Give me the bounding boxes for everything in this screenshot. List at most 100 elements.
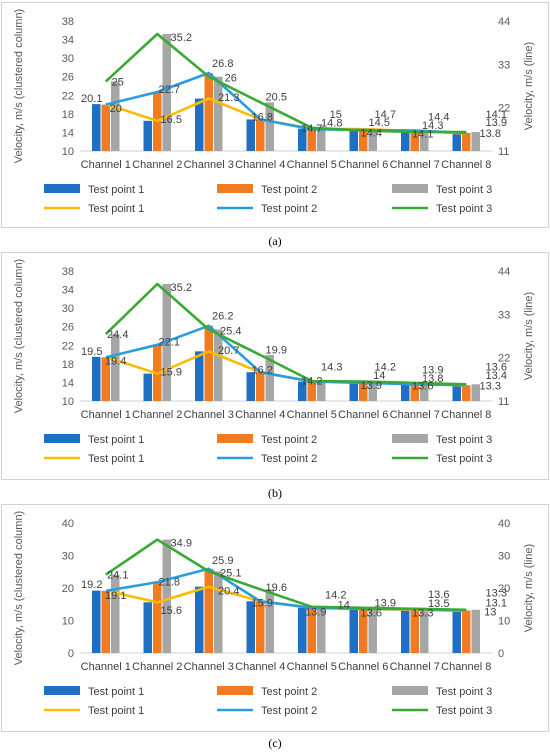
x-tick-label: Channel 5 bbox=[287, 159, 337, 171]
data-label: 34.9 bbox=[171, 538, 192, 550]
x-tick-label: Channel 7 bbox=[390, 159, 440, 171]
legend-bar-swatch-2 bbox=[217, 686, 253, 695]
y-tick-right: 11 bbox=[498, 396, 509, 408]
data-label: 14.7 bbox=[375, 109, 396, 121]
bar-series-1 bbox=[195, 98, 204, 151]
y-tick-right: 20 bbox=[498, 583, 510, 595]
x-tick-label: Channel 4 bbox=[235, 661, 285, 673]
y-tick-left: 38 bbox=[62, 266, 74, 278]
x-tick-label: Channel 6 bbox=[338, 661, 388, 673]
y-tick-left: 34 bbox=[62, 35, 74, 47]
x-tick-label: Channel 1 bbox=[81, 661, 131, 673]
bar-series-3 bbox=[368, 381, 377, 401]
y-axis-label-right: Velocity, m/s (line) bbox=[523, 292, 535, 380]
data-label: 16.2 bbox=[252, 364, 273, 376]
bar-series-2 bbox=[359, 382, 368, 401]
bar-series-1 bbox=[143, 373, 152, 401]
y-tick-left: 18 bbox=[62, 109, 74, 121]
bar-series-1 bbox=[349, 129, 358, 151]
data-label: 15.9 bbox=[252, 598, 273, 610]
bar-series-2 bbox=[256, 601, 265, 653]
bar-series-2 bbox=[462, 132, 471, 151]
bar-series-3 bbox=[471, 384, 480, 401]
bar-series-2 bbox=[410, 609, 419, 653]
bar-series-3 bbox=[471, 131, 480, 151]
data-label: 25.9 bbox=[212, 555, 233, 567]
data-label: 19.6 bbox=[266, 582, 287, 594]
legend-line-label-1: Test point 1 bbox=[88, 453, 144, 465]
legend-bar-label-1: Test point 1 bbox=[88, 184, 144, 196]
data-label: 14.5 bbox=[369, 117, 390, 129]
y-tick-right: 0 bbox=[498, 648, 504, 660]
y-tick-left: 14 bbox=[62, 127, 74, 139]
y-tick-right: 10 bbox=[498, 616, 510, 628]
y-axis-label-left: Velocity, m/s (clustered column) bbox=[13, 511, 25, 665]
bar-series-1 bbox=[298, 607, 307, 653]
data-label: 24.1 bbox=[107, 570, 128, 582]
line-series-3 bbox=[105, 538, 467, 612]
legend-line-label-3: Test point 3 bbox=[436, 705, 492, 717]
bar-series-3 bbox=[420, 131, 429, 151]
y-tick-left: 14 bbox=[62, 377, 74, 389]
y-tick-right: 40 bbox=[498, 518, 510, 530]
data-label: 15 bbox=[330, 109, 342, 121]
chart-panel-c: 0 10 20 30 40 0 10 20 30 40 Velocity, m/s (cluster… bbox=[1, 504, 549, 732]
data-label: 21.3 bbox=[218, 92, 239, 104]
bar-series-1 bbox=[401, 131, 410, 151]
data-label: 13.9 bbox=[422, 364, 443, 376]
data-label: 14 bbox=[338, 599, 350, 611]
bar-series-2 bbox=[307, 129, 316, 151]
y-tick-left: 30 bbox=[62, 551, 74, 563]
y-tick-left: 10 bbox=[62, 146, 74, 158]
data-label: 19.5 bbox=[81, 346, 102, 358]
bar-series-3 bbox=[317, 127, 326, 151]
bar-series-3 bbox=[265, 355, 274, 401]
bar-series-3 bbox=[111, 81, 120, 151]
bar-series-2 bbox=[462, 610, 471, 653]
legend-bar-label-1: Test point 1 bbox=[88, 434, 144, 446]
x-tick-label: Channel 1 bbox=[81, 409, 131, 421]
x-tick-label: Channel 3 bbox=[184, 409, 234, 421]
y-tick-left: 10 bbox=[62, 616, 74, 628]
data-label: 13.8 bbox=[480, 128, 501, 140]
x-tick-label: Channel 2 bbox=[132, 159, 182, 171]
bar-series-1 bbox=[349, 608, 358, 653]
line-series-3 bbox=[104, 282, 467, 386]
y-tick-left: 22 bbox=[62, 340, 74, 352]
data-label: 13.9 bbox=[361, 380, 382, 392]
y-tick-right: 44 bbox=[498, 266, 510, 278]
bar-series-3 bbox=[111, 334, 120, 401]
bar-series-1 bbox=[143, 120, 152, 151]
bar-series-1 bbox=[92, 104, 101, 151]
bar-series-1 bbox=[246, 119, 255, 151]
bar-series-1 bbox=[246, 372, 255, 401]
legend-bar-swatch-2 bbox=[217, 434, 253, 443]
bar-series-2 bbox=[204, 568, 213, 653]
data-label: 14.3 bbox=[422, 120, 443, 132]
data-label: 15.6 bbox=[161, 605, 182, 617]
data-label: 26.8 bbox=[212, 58, 233, 70]
data-label: 14.4 bbox=[361, 127, 382, 139]
bar-series-2 bbox=[101, 590, 110, 653]
y-tick-left: 10 bbox=[62, 396, 74, 408]
legend-line-label-2: Test point 2 bbox=[261, 453, 317, 465]
bar-series-3 bbox=[214, 329, 223, 401]
chart-b: 10 14 18 22 26 30 34 38 11 22 33 44 Velocity, m/s (c… bbox=[13, 259, 535, 465]
x-tick-label: Channel 8 bbox=[441, 661, 491, 673]
x-tick-label: Channel 5 bbox=[287, 661, 337, 673]
data-label: 16.8 bbox=[252, 112, 273, 124]
y-tick-left: 34 bbox=[62, 285, 74, 297]
data-label: 14.2 bbox=[375, 362, 396, 374]
legend-line-label-3: Test point 3 bbox=[436, 203, 492, 215]
bar-series-3 bbox=[265, 589, 274, 653]
data-label: 20.4 bbox=[218, 585, 239, 597]
bar-series-2 bbox=[101, 104, 110, 151]
x-tick-label: Channel 7 bbox=[390, 661, 440, 673]
bar-series-3 bbox=[111, 574, 120, 653]
data-label: 20.7 bbox=[218, 345, 239, 357]
data-label: 14 bbox=[373, 370, 385, 382]
legend-bar-swatch-3 bbox=[392, 184, 428, 193]
y-tick-right: 22 bbox=[498, 353, 510, 365]
data-label: 13.3 bbox=[486, 588, 507, 600]
y-axis-label-right: Velocity, m/s (line) bbox=[523, 42, 535, 130]
